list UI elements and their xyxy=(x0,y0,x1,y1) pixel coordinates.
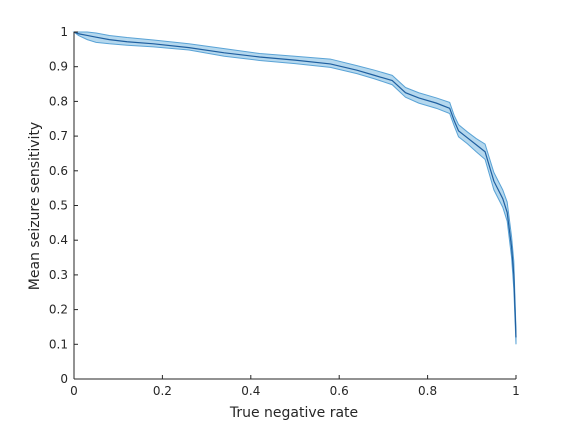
y-tick-label: 0.2 xyxy=(49,303,68,317)
y-tick-label: 0.3 xyxy=(49,268,68,282)
y-tick-label: 0.8 xyxy=(49,94,68,108)
y-tick-label: 0.9 xyxy=(49,60,68,74)
x-axis-label: True negative rate xyxy=(229,405,358,421)
y-axis-label: Mean seizure sensitivity xyxy=(27,122,43,290)
y-tick-label: 1 xyxy=(60,25,68,39)
series-0-confidence-band xyxy=(72,31,517,345)
x-tick-label: 0 xyxy=(70,384,78,398)
y-tick-label: 0.7 xyxy=(49,129,68,143)
y-tick-label: 0.4 xyxy=(49,233,68,247)
axes: 0 0.2 0.4 0.6 0.8 1 0 0.1 0.2 0.3 0.4 0.5 0.6 0.7 0.8 0… xyxy=(49,25,520,398)
y-tick-label: 0.1 xyxy=(49,337,68,351)
y-tick-label: 0.5 xyxy=(49,199,68,213)
x-tick-label: 0.2 xyxy=(153,384,172,398)
x-tick-label: 1 xyxy=(512,384,520,398)
plot-area xyxy=(72,31,517,345)
y-tick-label: 0.6 xyxy=(49,164,68,178)
y-tick-label: 0 xyxy=(60,372,68,386)
series-0-line xyxy=(73,31,517,338)
x-tick-label: 0.8 xyxy=(418,384,437,398)
x-tick-label: 0.4 xyxy=(241,384,260,398)
x-tick-label: 0.6 xyxy=(330,384,349,398)
